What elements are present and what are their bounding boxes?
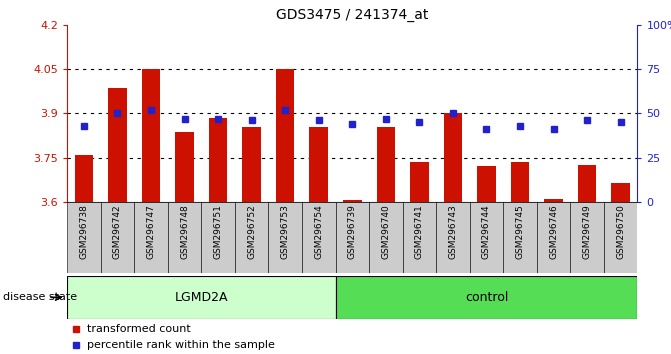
Bar xyxy=(134,202,168,273)
Text: GSM296750: GSM296750 xyxy=(616,204,625,259)
Text: LGMD2A: LGMD2A xyxy=(174,291,228,304)
Text: GSM296754: GSM296754 xyxy=(314,204,323,259)
Bar xyxy=(336,276,637,319)
Text: percentile rank within the sample: percentile rank within the sample xyxy=(87,340,275,350)
Bar xyxy=(235,202,268,273)
Text: GSM296746: GSM296746 xyxy=(549,204,558,259)
Bar xyxy=(108,88,127,202)
Text: GSM296742: GSM296742 xyxy=(113,204,122,258)
Bar xyxy=(101,202,134,273)
Bar xyxy=(511,162,529,202)
Bar xyxy=(570,202,604,273)
Text: GSM296740: GSM296740 xyxy=(381,204,391,259)
Text: GSM296752: GSM296752 xyxy=(247,204,256,259)
Text: GSM296744: GSM296744 xyxy=(482,204,491,258)
Bar xyxy=(604,202,637,273)
Bar xyxy=(436,202,470,273)
Bar xyxy=(309,127,328,202)
Text: GSM296738: GSM296738 xyxy=(79,204,89,259)
Bar xyxy=(611,183,630,202)
Text: GSM296741: GSM296741 xyxy=(415,204,424,259)
Title: GDS3475 / 241374_at: GDS3475 / 241374_at xyxy=(276,8,429,22)
Bar xyxy=(343,200,362,202)
Bar xyxy=(544,199,563,202)
Bar xyxy=(470,202,503,273)
Bar xyxy=(67,276,336,319)
Bar xyxy=(74,155,93,202)
Text: GSM296739: GSM296739 xyxy=(348,204,357,259)
Text: disease state: disease state xyxy=(3,292,77,302)
Bar xyxy=(369,202,403,273)
Bar xyxy=(444,113,462,202)
Text: GSM296748: GSM296748 xyxy=(180,204,189,259)
Text: GSM296749: GSM296749 xyxy=(582,204,592,259)
Bar xyxy=(268,202,302,273)
Bar xyxy=(537,202,570,273)
Bar xyxy=(477,166,496,202)
Bar xyxy=(142,69,160,202)
Text: GSM296743: GSM296743 xyxy=(448,204,458,259)
Bar xyxy=(242,127,261,202)
Text: GSM296747: GSM296747 xyxy=(146,204,156,259)
Bar xyxy=(67,202,101,273)
Bar xyxy=(376,127,395,202)
Bar xyxy=(403,202,436,273)
Text: GSM296751: GSM296751 xyxy=(213,204,223,259)
Bar xyxy=(276,69,295,202)
Text: GSM296753: GSM296753 xyxy=(280,204,290,259)
Text: control: control xyxy=(465,291,508,304)
Bar xyxy=(410,162,429,202)
Bar xyxy=(302,202,336,273)
Bar xyxy=(168,202,201,273)
Text: GSM296745: GSM296745 xyxy=(515,204,525,259)
Bar xyxy=(336,202,369,273)
Bar xyxy=(209,118,227,202)
Bar xyxy=(175,132,194,202)
Bar xyxy=(201,202,235,273)
Bar xyxy=(578,165,597,202)
Bar xyxy=(503,202,537,273)
Text: transformed count: transformed count xyxy=(87,324,191,333)
